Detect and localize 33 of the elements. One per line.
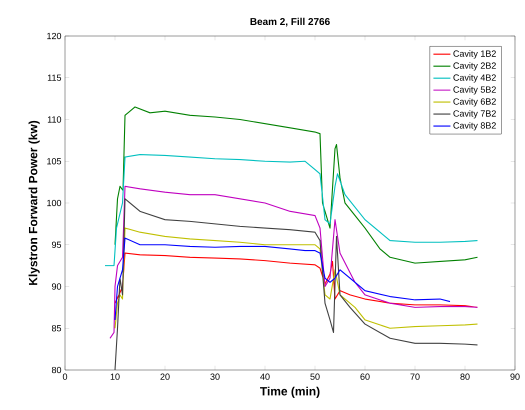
x-tick-label: 90: [510, 374, 520, 380]
chart-title: Beam 2, Fill 2766: [250, 18, 330, 27]
legend-label: Cavity 4B2: [453, 74, 496, 83]
y-tick-label: 100: [47, 200, 62, 206]
x-tick-label: 30: [210, 374, 220, 380]
legend-label: Cavity 1B2: [453, 50, 496, 59]
legend-label: Cavity 2B2: [453, 62, 496, 71]
y-tick-label: 80: [52, 366, 62, 374]
x-tick-label: 70: [410, 374, 420, 380]
x-tick-label: 80: [460, 374, 470, 380]
line-series: [104, 154, 478, 266]
legend-label: Cavity 7B2: [453, 110, 496, 118]
x-tick-label: 10: [110, 374, 120, 380]
y-tick-label: 115: [48, 74, 62, 81]
x-axis-title: Time (min): [260, 386, 320, 398]
legend-label: Cavity 5B2: [453, 86, 496, 94]
legend-label: Cavity 8B2: [453, 122, 496, 130]
line-series: [114, 198, 478, 370]
x-tick-label: 20: [160, 374, 170, 380]
y-tick-label: 85: [52, 325, 62, 332]
y-tick-label: 120: [47, 32, 62, 40]
line-series: [114, 238, 451, 320]
x-tick-label: 0: [62, 374, 68, 380]
y-tick-label: 105: [47, 158, 62, 164]
legend-label: Cavity 6B2: [453, 98, 496, 106]
x-tick-label: 50: [310, 374, 320, 380]
y-axis-title: Klystron Forward Power (kw): [28, 120, 40, 285]
x-tick-label: 60: [360, 374, 370, 380]
y-tick-label: 90: [52, 283, 62, 290]
line-series: [114, 252, 478, 308]
x-tick-label: 40: [260, 374, 270, 380]
y-tick-label: 110: [48, 116, 62, 123]
y-tick-label: 95: [52, 242, 62, 248]
